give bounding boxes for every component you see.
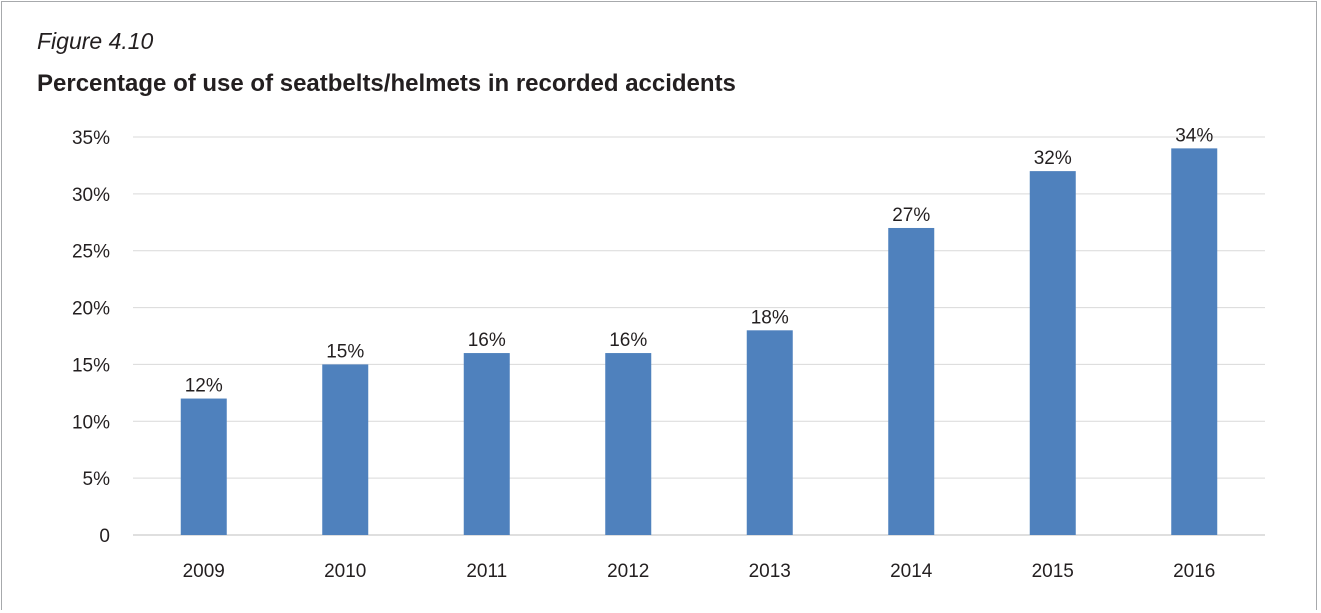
data-label-2010: 15% (326, 341, 364, 362)
x-tick-label: 2015 (1032, 561, 1074, 582)
bar-2010 (322, 364, 369, 535)
bar-2009 (180, 398, 227, 535)
bar-2016 (1171, 148, 1218, 535)
x-axis: 2009 2010 2011 2012 2013 2014 2015 2016 (183, 561, 1216, 582)
data-labels: 12% 15% 16% 16% 18% 27% 32% 34% (185, 125, 1214, 396)
data-label-2016: 34% (1175, 125, 1213, 146)
data-label-2011: 16% (468, 330, 506, 351)
x-tick-label: 2011 (466, 561, 507, 582)
y-tick-label: 35% (72, 128, 110, 149)
bar-2013 (746, 330, 793, 535)
bars (180, 148, 1218, 535)
x-tick-label: 2013 (749, 561, 791, 582)
bar-2011 (463, 353, 510, 535)
y-tick-label: 30% (72, 185, 110, 206)
x-tick-label: 2016 (1173, 561, 1215, 582)
data-label-2014: 27% (892, 205, 930, 226)
bar-2015 (1029, 171, 1076, 535)
data-label-2013: 18% (751, 307, 789, 328)
y-tick-label: 5% (83, 469, 111, 490)
y-tick-label: 15% (72, 355, 110, 376)
y-axis: 0 5% 10% 15% 20% 25% 30% 35% (72, 128, 110, 547)
data-label-2015: 32% (1034, 148, 1072, 169)
y-tick-label: 25% (72, 242, 110, 263)
chart-title: Percentage of use of seatbelts/helmets i… (37, 70, 736, 97)
figure-number: Figure 4.10 (37, 28, 154, 54)
bar-2012 (605, 353, 652, 535)
data-label-2009: 12% (185, 376, 223, 397)
bar-2014 (888, 227, 935, 535)
x-tick-label: 2012 (607, 561, 649, 582)
x-tick-label: 2009 (183, 561, 225, 582)
gridlines (133, 136, 1265, 536)
y-tick-label: 0 (99, 526, 110, 547)
data-label-2012: 16% (609, 330, 647, 351)
x-tick-label: 2010 (324, 561, 366, 582)
x-tick-label: 2014 (890, 561, 933, 582)
y-tick-label: 20% (72, 299, 110, 320)
y-tick-label: 10% (72, 412, 110, 433)
